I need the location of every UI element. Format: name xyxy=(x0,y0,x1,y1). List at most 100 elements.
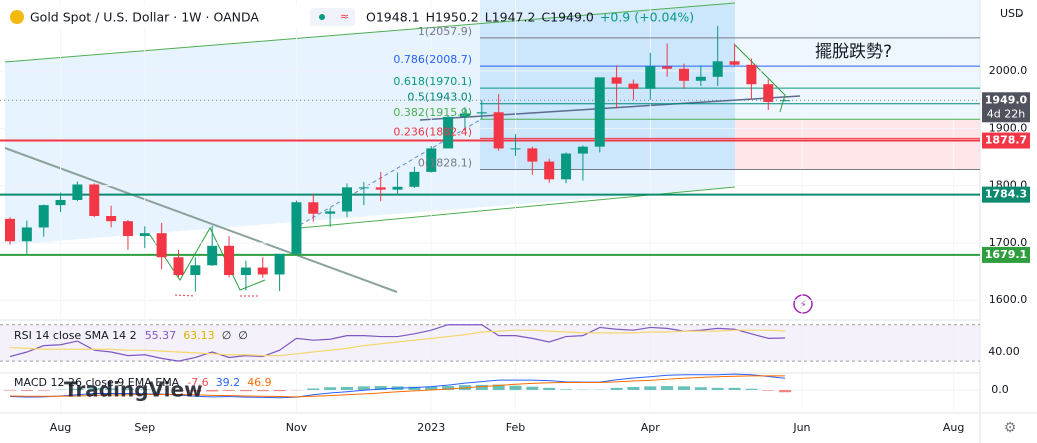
macd-histogram xyxy=(71,388,84,390)
candle-body xyxy=(342,187,352,212)
candle-body xyxy=(224,245,235,276)
marks xyxy=(0,25,980,399)
macd-histogram xyxy=(357,386,370,390)
candle-body xyxy=(139,233,150,237)
header-buttons[interactable] xyxy=(310,8,355,26)
candle-body xyxy=(459,113,470,117)
price-label: 1679.1 xyxy=(985,248,1027,261)
currency[interactable]: USD xyxy=(1000,7,1024,20)
settings-icon[interactable]: ⚙ xyxy=(1004,420,1017,436)
indicator-title: RSI 14 close SMA 14 2 xyxy=(14,329,137,342)
candle-body xyxy=(190,265,201,276)
fib-label: 0.382(1915.9) xyxy=(393,106,472,119)
price-label: 1878.7 xyxy=(985,134,1027,147)
fib-label: 0.236(1882.4) xyxy=(393,125,472,138)
ohlc-value: L1947.2 xyxy=(485,10,536,25)
price-label: 1784.3 xyxy=(985,188,1027,201)
candle-body xyxy=(291,202,302,254)
blue-zone xyxy=(735,0,980,120)
candle-body xyxy=(409,171,420,187)
macd-histogram xyxy=(105,388,118,390)
macd-histogram xyxy=(745,388,758,390)
candle-body xyxy=(392,186,403,190)
macd-histogram xyxy=(762,389,775,391)
macd-histogram xyxy=(408,386,421,390)
candle-body xyxy=(443,116,454,149)
ohlc-value: H1950.2 xyxy=(426,10,479,25)
indicator-value: 46.9 xyxy=(247,376,272,389)
macd-line xyxy=(9,373,786,399)
indicator-value: -7.6 xyxy=(187,376,208,389)
y-tick-label: 2000.0 xyxy=(989,64,1028,77)
red-zone xyxy=(735,120,980,170)
candle-body xyxy=(207,245,218,266)
ohlc-value: +0.9 (+0.04%) xyxy=(600,10,694,25)
x-tick-label: Aug xyxy=(50,421,71,434)
x-tick-label: Aug xyxy=(943,421,964,434)
marker xyxy=(174,294,196,297)
macd-histogram xyxy=(779,389,792,393)
y-tick-label: 0.0 xyxy=(991,383,1009,396)
macd-histogram xyxy=(273,389,286,392)
candle-body xyxy=(695,76,706,81)
candle-body xyxy=(493,112,504,149)
candle-body xyxy=(55,199,66,206)
macd-histogram xyxy=(627,386,640,390)
candle-body xyxy=(561,153,572,180)
candle-body xyxy=(645,66,656,89)
macd-histogram xyxy=(307,388,320,390)
candle-body xyxy=(21,227,32,242)
candle-body xyxy=(122,221,133,237)
candle-body xyxy=(257,267,268,275)
macd-histogram xyxy=(509,385,522,390)
indicator-title: MACD 12 26 close 9 EMA EMA xyxy=(14,376,180,389)
indicator-value: 63.13 xyxy=(183,329,215,342)
candle-body xyxy=(527,148,538,162)
indicator-value: ∅ xyxy=(222,329,232,342)
currency-dropdown[interactable]: ⌄ xyxy=(1016,10,1024,20)
candle-body xyxy=(173,257,184,276)
macd-histogram xyxy=(4,389,16,391)
watermark: TradingView xyxy=(64,378,203,402)
indicator-value: 55.37 xyxy=(145,329,177,342)
macd-histogram xyxy=(256,389,269,392)
candle-body xyxy=(577,146,588,154)
alert-icon[interactable] xyxy=(793,294,813,314)
candle-body xyxy=(5,218,15,242)
fib-label: 0.786(2008.7) xyxy=(393,53,472,66)
macd-histogram xyxy=(189,389,202,392)
candle-body xyxy=(106,216,117,222)
fib-label: 1(2057.9) xyxy=(418,25,472,38)
price-label-bg xyxy=(982,132,1030,149)
zigzag xyxy=(149,226,266,291)
candle-body xyxy=(89,184,100,217)
price-label-bg xyxy=(982,246,1030,263)
candle-body xyxy=(325,211,336,214)
candle-body xyxy=(240,267,251,276)
macd-histogram xyxy=(324,387,337,390)
indicator-value: 39.2 xyxy=(216,376,241,389)
macd-histogram xyxy=(728,387,741,390)
macd-histogram xyxy=(425,386,438,390)
candle-body xyxy=(729,61,740,65)
x-tick-label: 2023 xyxy=(417,421,445,434)
macd-histogram xyxy=(492,384,505,390)
candle-body xyxy=(611,77,622,84)
y-tick-label: 40.00 xyxy=(988,345,1020,358)
annotation: 擺脫跌勢? xyxy=(815,42,892,62)
macd-histogram xyxy=(475,384,488,390)
macd-histogram xyxy=(341,386,353,390)
symbol-title[interactable]: Gold Spot / U.S. Dollar · 1W · OANDA xyxy=(30,10,259,25)
macd-histogram xyxy=(172,389,185,391)
price-label-bg xyxy=(982,186,1030,203)
macd-histogram xyxy=(711,387,724,390)
current-price-label: 1949.0 xyxy=(985,93,1028,106)
macd-histogram xyxy=(543,387,556,390)
x-tick-label: Jun xyxy=(792,421,810,434)
macd-histogram xyxy=(121,388,134,390)
compare-icon: ≈ xyxy=(340,10,349,23)
x-tick-label: Feb xyxy=(506,421,525,434)
